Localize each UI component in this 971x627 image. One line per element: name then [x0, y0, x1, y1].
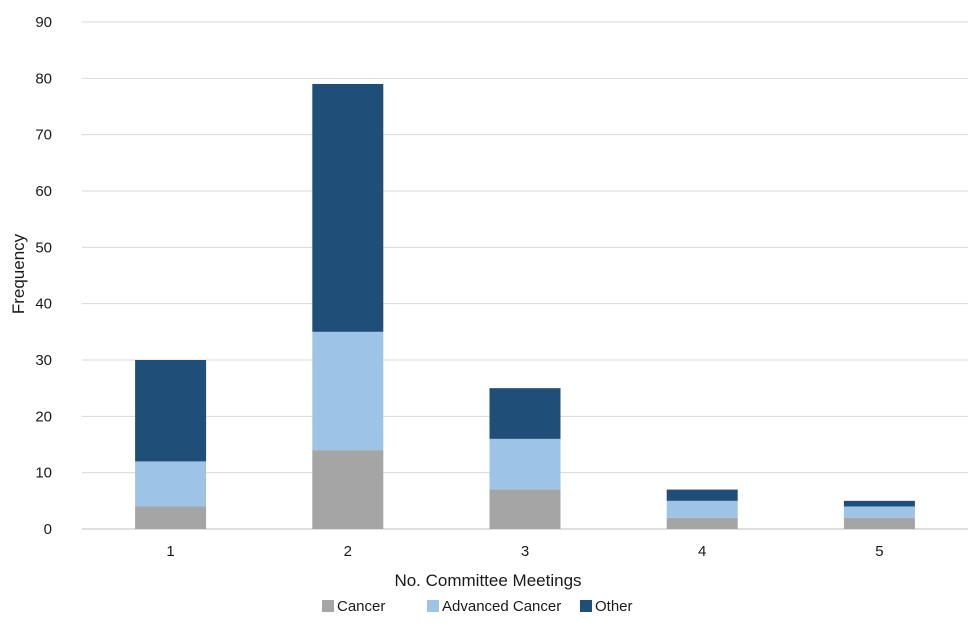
- bar-segment: [135, 360, 207, 462]
- bar-segment: [135, 506, 207, 529]
- gridlines: [82, 21, 968, 530]
- y-tick-label: 70: [35, 127, 52, 144]
- y-tick-label: 30: [35, 352, 52, 369]
- y-tick-label: 10: [35, 465, 52, 482]
- y-tick-label: 50: [35, 239, 52, 256]
- bar-segment: [666, 489, 738, 501]
- bars: [135, 83, 915, 529]
- legend-label: Other: [595, 598, 633, 615]
- y-tick-label: 80: [35, 70, 52, 87]
- y-tick-label: 60: [35, 183, 52, 200]
- bar-segment: [312, 331, 384, 451]
- y-axis-title: Frequency: [9, 233, 28, 314]
- legend-swatch: [322, 600, 334, 612]
- bar-segment: [489, 388, 561, 439]
- bar-segment: [843, 500, 915, 507]
- bar-segment: [666, 500, 738, 518]
- bar-segment: [843, 517, 915, 529]
- y-tick-label: 90: [35, 14, 52, 31]
- x-tick-labels: 1 2 3 4 5: [166, 543, 883, 560]
- bar-segment: [312, 450, 384, 529]
- legend-label: Cancer: [337, 598, 385, 615]
- legend-swatch: [427, 600, 439, 612]
- bar-segment: [312, 83, 384, 332]
- x-tick-label: 4: [698, 543, 706, 560]
- y-tick-label: 20: [35, 408, 52, 425]
- bar-segment: [666, 517, 738, 529]
- x-tick-label: 2: [344, 543, 352, 560]
- x-tick-label: 3: [521, 543, 529, 560]
- x-axis-title: No. Committee Meetings: [394, 571, 581, 590]
- bar-segment: [489, 489, 561, 529]
- bar-segment: [843, 506, 915, 518]
- legend: Cancer Advanced Cancer Other: [322, 598, 633, 615]
- bar-segment: [489, 438, 561, 490]
- bar-segment: [135, 461, 207, 507]
- x-tick-label: 5: [875, 543, 883, 560]
- legend-swatch: [580, 600, 592, 612]
- y-tick-labels: 0 10 20 30 40 50 60 70 80 90: [35, 14, 52, 538]
- y-tick-label: 0: [44, 521, 52, 538]
- y-tick-label: 40: [35, 296, 52, 313]
- legend-label: Advanced Cancer: [442, 598, 561, 615]
- x-tick-label: 1: [166, 543, 174, 560]
